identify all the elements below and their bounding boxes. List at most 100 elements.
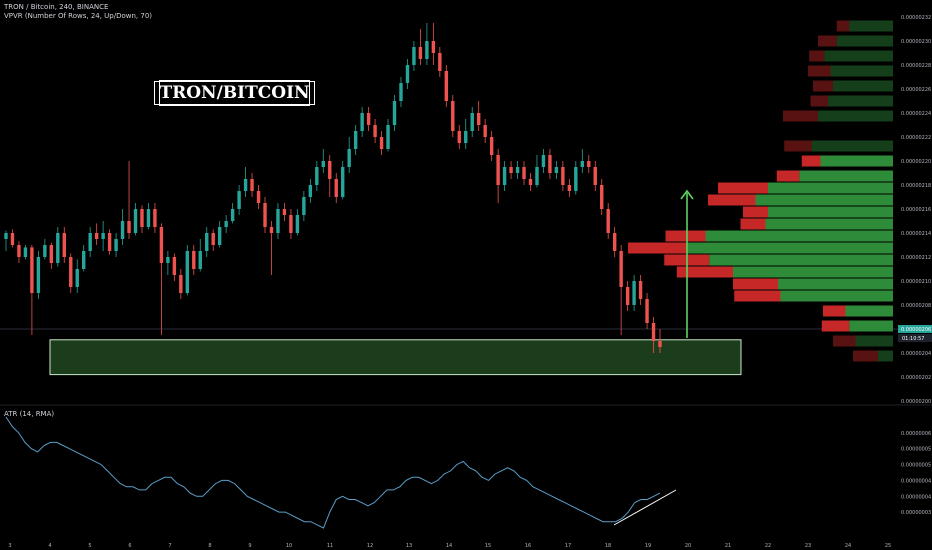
candle-body [593, 167, 597, 185]
volume-profile-up-bar [733, 266, 893, 278]
candle-body [412, 47, 416, 65]
price-axis-tick: 0.00000216 [901, 207, 931, 213]
candle-body [101, 233, 105, 239]
volume-profile-up-bar [768, 182, 893, 194]
candle-body [489, 137, 494, 155]
volume-profile-down-bar [853, 350, 878, 362]
time-axis-tick: 20 [685, 543, 691, 549]
volume-profile-up-bar [818, 110, 893, 122]
volume-profile-up-bar [686, 242, 893, 254]
candle-body [444, 71, 449, 101]
price-axis-tick: 0.00000220 [901, 159, 931, 165]
candle-body [334, 179, 338, 197]
volume-profile-up-bar [811, 140, 893, 152]
candle-body [347, 149, 351, 167]
candle-body [289, 215, 293, 233]
candle-body [619, 251, 623, 287]
volume-profile-down-bar [836, 20, 850, 32]
time-axis-tick: 22 [765, 543, 771, 549]
candle-body [36, 257, 41, 293]
candle-body [483, 125, 487, 137]
time-axis-tick: 17 [565, 543, 571, 549]
volume-profile-up-bar [778, 278, 893, 290]
volume-profile-down-bar [740, 218, 766, 230]
candle-body [470, 113, 474, 131]
candle-body [179, 275, 183, 293]
volume-profile-down-bar [665, 230, 706, 242]
time-axis-tick: 14 [446, 543, 452, 549]
candle-body [451, 101, 455, 131]
volume-profile-down-bar [809, 50, 825, 62]
volume-profile-up-bar [755, 194, 893, 206]
candle-body [379, 137, 384, 149]
candle-body [62, 233, 66, 257]
price-axis-tick: 0.00000214 [901, 231, 931, 237]
candle-body [224, 221, 228, 227]
candle-body [140, 209, 144, 227]
volume-profile-down-bar [676, 266, 733, 278]
atr-axis-tick: 0.00000004 [901, 478, 931, 484]
volume-profile-down-bar [808, 65, 831, 77]
price-axis-tick: 0.00000222 [901, 135, 931, 141]
time-axis-tick: 19 [645, 543, 651, 549]
candle-body [574, 167, 578, 191]
atr-axis-tick: 0.00000005 [901, 447, 931, 453]
price-axis-tick: 0.00000218 [901, 183, 931, 189]
candle-body [522, 167, 526, 179]
volume-profile-down-bar [823, 305, 846, 317]
candle-body [295, 215, 300, 233]
volume-profile-down-bar [801, 155, 821, 167]
time-axis-tick: 23 [805, 543, 811, 549]
candle-body [399, 83, 403, 101]
volume-profile-up-bar [780, 290, 893, 302]
price-axis-tick: 0.00000224 [901, 111, 931, 117]
candle-body [541, 155, 546, 167]
candle-body [366, 113, 371, 125]
candle-body [600, 185, 604, 209]
candle-body [256, 191, 261, 203]
candle-body [269, 227, 274, 233]
candle-body [515, 167, 520, 173]
candle-body [457, 131, 461, 143]
atr-axis-tick: 0.00000005 [901, 463, 931, 469]
candle-body [49, 245, 54, 263]
time-axis-tick: 5 [88, 543, 91, 549]
target-arrow-head [680, 189, 694, 200]
candle-body [561, 167, 565, 185]
candle-body [75, 269, 79, 287]
price-axis-tick: 0.00000200 [901, 399, 931, 405]
time-axis-tick: 10 [286, 543, 292, 549]
candle-body [4, 233, 8, 239]
candle-body [43, 245, 47, 257]
candle-body [114, 239, 118, 251]
volume-profile-up-bar [878, 350, 893, 362]
candle-body [88, 233, 92, 251]
time-axis-tick: 13 [406, 543, 412, 549]
candle-body [392, 101, 397, 125]
candle-body [567, 185, 572, 191]
time-axis-tick: 25 [885, 543, 891, 549]
support-zone [49, 339, 742, 376]
volume-profile-down-bar [743, 206, 768, 218]
time-axis-tick: 21 [725, 543, 731, 549]
countdown-label: 01:10:57 [902, 336, 924, 342]
volume-profile-down-bar [708, 194, 756, 206]
candle-body [217, 227, 222, 245]
candle-body [82, 251, 86, 269]
candle-body [580, 161, 584, 167]
volume-profile-up-bar [765, 218, 893, 230]
volume-profile-up-bar [828, 95, 893, 107]
candle-body [548, 155, 552, 173]
candle-body [56, 233, 60, 263]
price-axis-tick: 0.00000230 [901, 39, 931, 45]
atr-axis-tick: 0.00000006 [901, 431, 931, 437]
candle-body [386, 125, 390, 149]
candle-body [315, 167, 319, 185]
volume-profile-up-bar [709, 254, 893, 266]
vpvr-header: VPVR (Number Of Rows, 24, Up/Down, 70) [4, 12, 153, 20]
candle-body [638, 281, 643, 299]
candle-body [211, 233, 215, 245]
volume-profile-up-bar [705, 230, 893, 242]
